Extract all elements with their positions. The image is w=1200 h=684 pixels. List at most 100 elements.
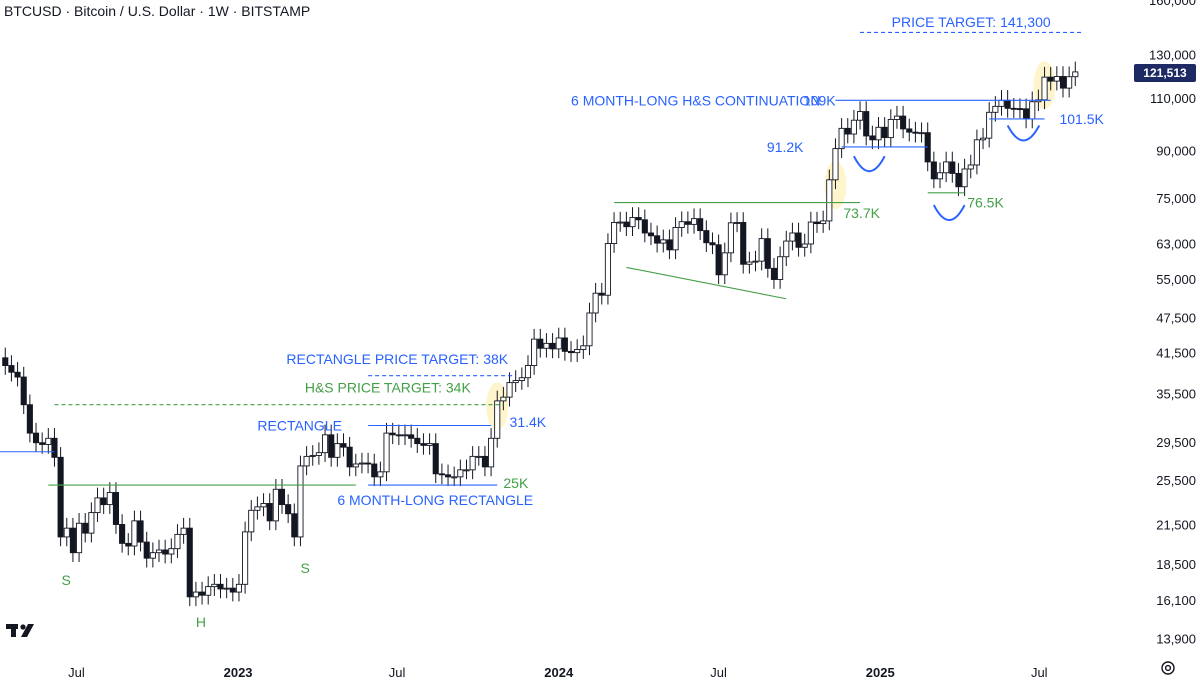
gear-icon[interactable] — [1160, 660, 1176, 681]
candle-body — [586, 312, 593, 347]
candle-body — [826, 179, 833, 222]
candle-body — [494, 400, 501, 439]
x-tick-label: 2023 — [224, 665, 253, 680]
candle-body — [309, 455, 316, 457]
y-tick-label: 18,500 — [1156, 557, 1196, 572]
candle-body — [967, 164, 974, 170]
candle-body — [789, 232, 796, 242]
candle-body — [1004, 99, 1011, 109]
trendline-0 — [626, 266, 787, 300]
annotation-label: 6 MONTH-LONG RECTANGLE — [337, 492, 533, 508]
candle-body — [45, 437, 52, 445]
candle-body — [112, 492, 120, 525]
y-tick-label: 41,500 — [1156, 346, 1196, 361]
candle-body — [8, 365, 15, 373]
candle-body — [321, 434, 329, 454]
y-tick-label: 16,100 — [1156, 593, 1196, 608]
candle-body — [635, 217, 642, 221]
candle-body — [285, 504, 292, 515]
candle-body — [672, 227, 679, 251]
candle-body — [229, 587, 236, 593]
annotation-label: H — [196, 614, 206, 630]
candle-body — [155, 549, 163, 554]
candle-body — [235, 583, 243, 593]
candle-body — [758, 238, 765, 262]
candle-body — [414, 437, 421, 445]
candle-body — [63, 527, 70, 538]
y-tick-label: 55,000 — [1156, 272, 1196, 287]
y-tick-label: 13,900 — [1156, 631, 1196, 646]
candle-body — [32, 432, 40, 444]
candle-body — [137, 520, 144, 543]
candle-body — [543, 342, 550, 349]
candle-body — [734, 221, 741, 224]
last-price-badge: 121,513 — [1134, 64, 1196, 82]
annotation-label: 6 MONTH-LONG H&S CONTINUATION — [571, 92, 820, 108]
candle-body — [438, 473, 445, 476]
candle-body — [168, 548, 175, 555]
candle-body — [1029, 101, 1036, 120]
candle-body — [100, 497, 107, 506]
candle-body — [125, 542, 132, 547]
candle-body — [979, 137, 987, 141]
candle-body — [51, 437, 58, 458]
candle-body — [365, 462, 372, 465]
candle-body — [949, 161, 956, 174]
candle-body — [838, 127, 845, 150]
candle-body — [242, 531, 249, 585]
candle-body — [14, 371, 21, 378]
candle-body — [131, 520, 138, 547]
candle-body — [500, 396, 507, 402]
candle-body — [315, 452, 322, 456]
candle-body — [973, 139, 980, 166]
candle-body — [88, 512, 95, 534]
tradingview-logo-icon[interactable] — [6, 622, 40, 643]
candle-body — [457, 469, 464, 478]
candle-body — [328, 434, 335, 458]
candle-body — [395, 434, 402, 437]
candle-body — [629, 217, 636, 228]
candle-body — [174, 533, 181, 550]
candle-body — [900, 115, 907, 130]
y-tick-label: 29,500 — [1156, 435, 1196, 450]
candle-body — [444, 474, 452, 478]
candle-body — [506, 382, 513, 398]
x-tick-label: Jul — [389, 665, 406, 680]
candle-body — [334, 443, 341, 458]
candle-body — [463, 469, 470, 472]
candle-body — [912, 131, 919, 134]
candle-body — [297, 465, 304, 538]
candle-body — [401, 434, 409, 437]
candle-body — [488, 437, 495, 468]
candle-body — [82, 522, 89, 534]
y-tick-label: 75,000 — [1156, 191, 1196, 206]
candle-body — [2, 357, 9, 366]
candle-body — [211, 583, 218, 588]
chart-title: BTCUSD · Bitcoin / U.S. Dollar · 1W · BI… — [4, 3, 311, 19]
candle-body — [955, 172, 962, 188]
candle-body — [537, 338, 544, 349]
candle-body — [432, 443, 439, 475]
cup-arc-2 — [1006, 124, 1041, 142]
candle-body — [451, 476, 458, 479]
candle-body — [531, 338, 538, 366]
candle-body — [666, 239, 673, 251]
candle-body — [697, 218, 704, 232]
annotation-label: PRICE TARGET: 141,300 — [892, 14, 1051, 30]
candle-body — [684, 221, 691, 225]
annotation-label: S — [61, 572, 70, 588]
candle-body — [727, 222, 734, 254]
candle-body — [764, 238, 771, 269]
candle-body — [604, 243, 611, 296]
candle-body — [936, 172, 944, 180]
candle-body — [721, 252, 728, 276]
candle-body — [248, 509, 255, 533]
candle-body — [611, 221, 618, 245]
candle-body — [690, 218, 698, 225]
candle-body — [1066, 76, 1073, 89]
candle-body — [592, 292, 599, 314]
candle-body — [217, 583, 224, 590]
candle-body — [881, 126, 888, 139]
candle-body — [844, 127, 851, 135]
